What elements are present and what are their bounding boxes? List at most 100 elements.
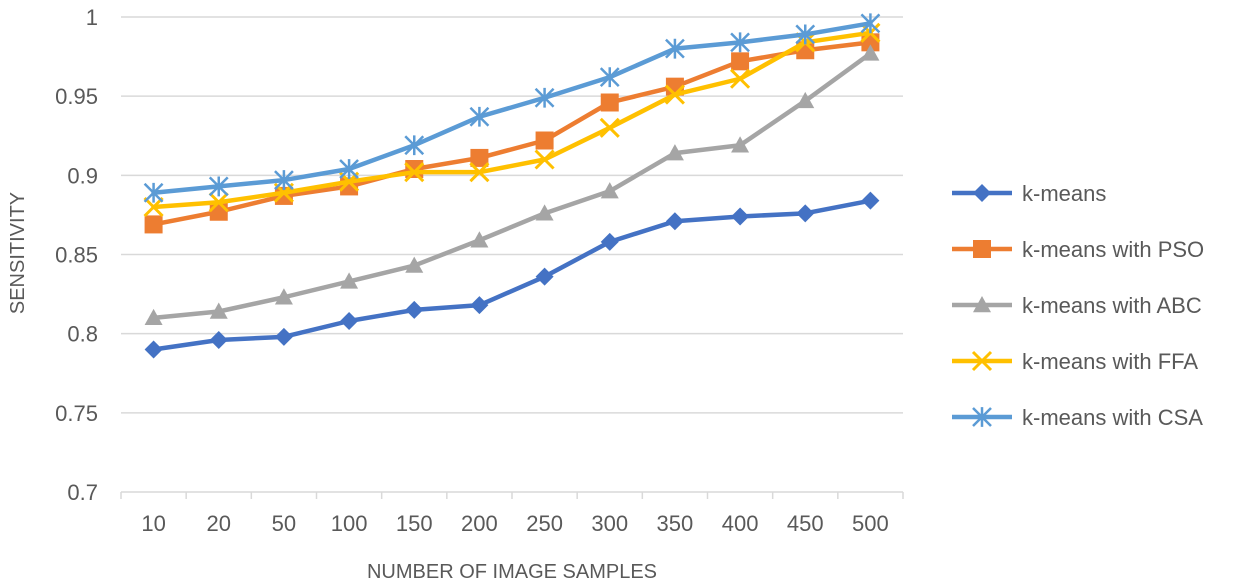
data-point (600, 182, 619, 199)
data-point (144, 308, 163, 326)
legend-label: k-means (1022, 181, 1106, 206)
y-tick-label: 0.95 (55, 84, 98, 109)
data-point (469, 162, 490, 183)
legend-marker (971, 350, 993, 372)
data-point (665, 38, 685, 59)
y-tick-label: 0.7 (67, 480, 98, 505)
legend-item: k-means with PSO (952, 237, 1204, 262)
data-point (405, 256, 424, 273)
data-point (274, 288, 293, 305)
data-point (209, 331, 228, 349)
x-tick-label: 100 (331, 511, 368, 536)
data-point (730, 32, 750, 53)
data-point (795, 24, 816, 45)
data-point (469, 106, 490, 127)
x-tick-label: 150 (396, 511, 433, 536)
x-tick-label: 450 (787, 511, 824, 536)
data-point (731, 207, 750, 226)
y-axis-title: SENSITIVITY (7, 192, 29, 314)
series-line (151, 21, 873, 195)
data-point (470, 296, 489, 315)
legend-item: k-means with ABC (952, 293, 1202, 318)
x-tick-label: 400 (722, 511, 759, 536)
data-point (730, 68, 751, 89)
data-point (600, 232, 619, 251)
data-point (534, 149, 555, 170)
y-tick-label: 1 (86, 5, 98, 30)
y-tick-labels: 0.7 0.75 0.8 0.85 0.9 0.95 1 (55, 5, 98, 505)
x-tick-label: 20 (207, 511, 231, 536)
series-k-means-with-csa (143, 13, 881, 203)
legend-label: k-means with CSA (1022, 405, 1203, 430)
data-point (796, 204, 815, 223)
series-line (151, 30, 873, 210)
y-tick-label: 0.75 (55, 401, 98, 426)
data-point (144, 215, 163, 234)
data-point (209, 302, 228, 319)
data-point (600, 93, 619, 112)
y-tick-label: 0.9 (67, 163, 98, 188)
series-line (151, 198, 873, 352)
data-point (274, 170, 294, 190)
data-point (861, 44, 880, 61)
data-point (143, 182, 164, 203)
data-point (340, 312, 359, 330)
x-tick-label: 250 (526, 511, 563, 536)
data-point (664, 84, 685, 105)
data-point (599, 117, 620, 138)
data-point (405, 300, 424, 319)
y-tick-label: 0.8 (67, 322, 98, 347)
data-point (535, 204, 554, 221)
series-group (143, 13, 881, 359)
legend: k-means k-means with PSO k-means with ABC k… (952, 181, 1204, 430)
x-tick-label: 500 (852, 511, 889, 536)
legend-item: k-means with FFA (952, 349, 1198, 374)
legend-marker (973, 240, 991, 258)
y-tick-label: 0.85 (55, 243, 98, 268)
x-tick-label: 350 (657, 511, 694, 536)
data-point (404, 135, 425, 156)
series-line (151, 51, 873, 321)
axes (120, 491, 904, 499)
legend-label: k-means with FFA (1022, 349, 1198, 374)
data-point (665, 212, 684, 231)
data-point (599, 67, 620, 88)
data-point (731, 136, 750, 153)
legend-item: k-means (952, 181, 1106, 206)
data-point (274, 327, 293, 346)
gridlines (121, 16, 903, 414)
data-point (860, 13, 881, 34)
data-point (665, 144, 684, 161)
data-point (340, 272, 359, 289)
legend-marker (973, 296, 991, 313)
data-point (796, 91, 815, 109)
series-k-means-with-abc (144, 44, 880, 326)
legend-marker (972, 407, 992, 427)
data-point (209, 202, 228, 221)
series-k-means-with-ffa (143, 22, 881, 218)
x-tick-label: 300 (591, 511, 628, 536)
data-point (208, 192, 229, 213)
data-point (861, 191, 880, 210)
data-point (339, 159, 359, 179)
data-point (144, 340, 163, 359)
x-axis-title: NUMBER OF IMAGE SAMPLES (367, 561, 657, 583)
x-tick-label: 10 (141, 511, 165, 536)
data-point (534, 87, 555, 108)
data-point (535, 131, 554, 150)
legend-label: k-means with PSO (1022, 237, 1204, 262)
series-line (151, 40, 873, 227)
data-point (535, 267, 554, 286)
legend-item: k-means with CSA (952, 405, 1203, 430)
data-point (208, 176, 229, 197)
data-point (731, 52, 750, 71)
data-point (404, 162, 425, 183)
series-k-means (144, 191, 880, 359)
legend-marker (973, 184, 991, 202)
legend-label: k-means with ABC (1022, 293, 1202, 318)
data-point (470, 148, 489, 167)
data-point (470, 231, 489, 248)
x-tick-label: 50 (272, 511, 296, 536)
data-point (143, 196, 164, 218)
